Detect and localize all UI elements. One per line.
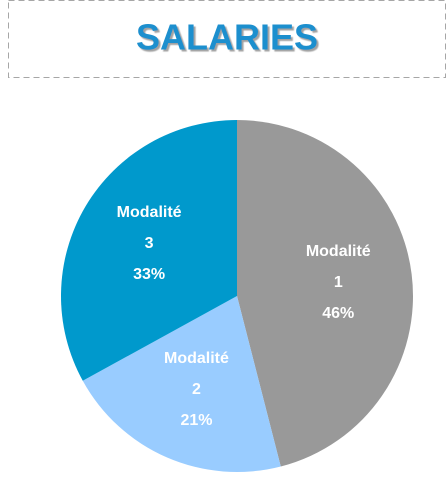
slice-label: Modalité 3 33% bbox=[104, 197, 194, 290]
title-box bbox=[8, 0, 446, 78]
category-label: Modalité 2 bbox=[164, 349, 229, 398]
slice-label: Modalité 2 21% bbox=[151, 343, 241, 436]
category-label: Modalité 3 bbox=[116, 204, 182, 253]
slice-label: Modalité 1 46% bbox=[293, 236, 383, 329]
value-label: 33% bbox=[133, 266, 166, 284]
pie-slice bbox=[61, 120, 238, 381]
pie-slice bbox=[237, 120, 413, 467]
value-label: 46% bbox=[322, 305, 355, 323]
pie-slice bbox=[82, 296, 281, 472]
chart-title: SALARIES bbox=[136, 17, 318, 58]
value-label: 21% bbox=[180, 411, 213, 429]
category-label: Modalité 1 bbox=[305, 243, 371, 292]
